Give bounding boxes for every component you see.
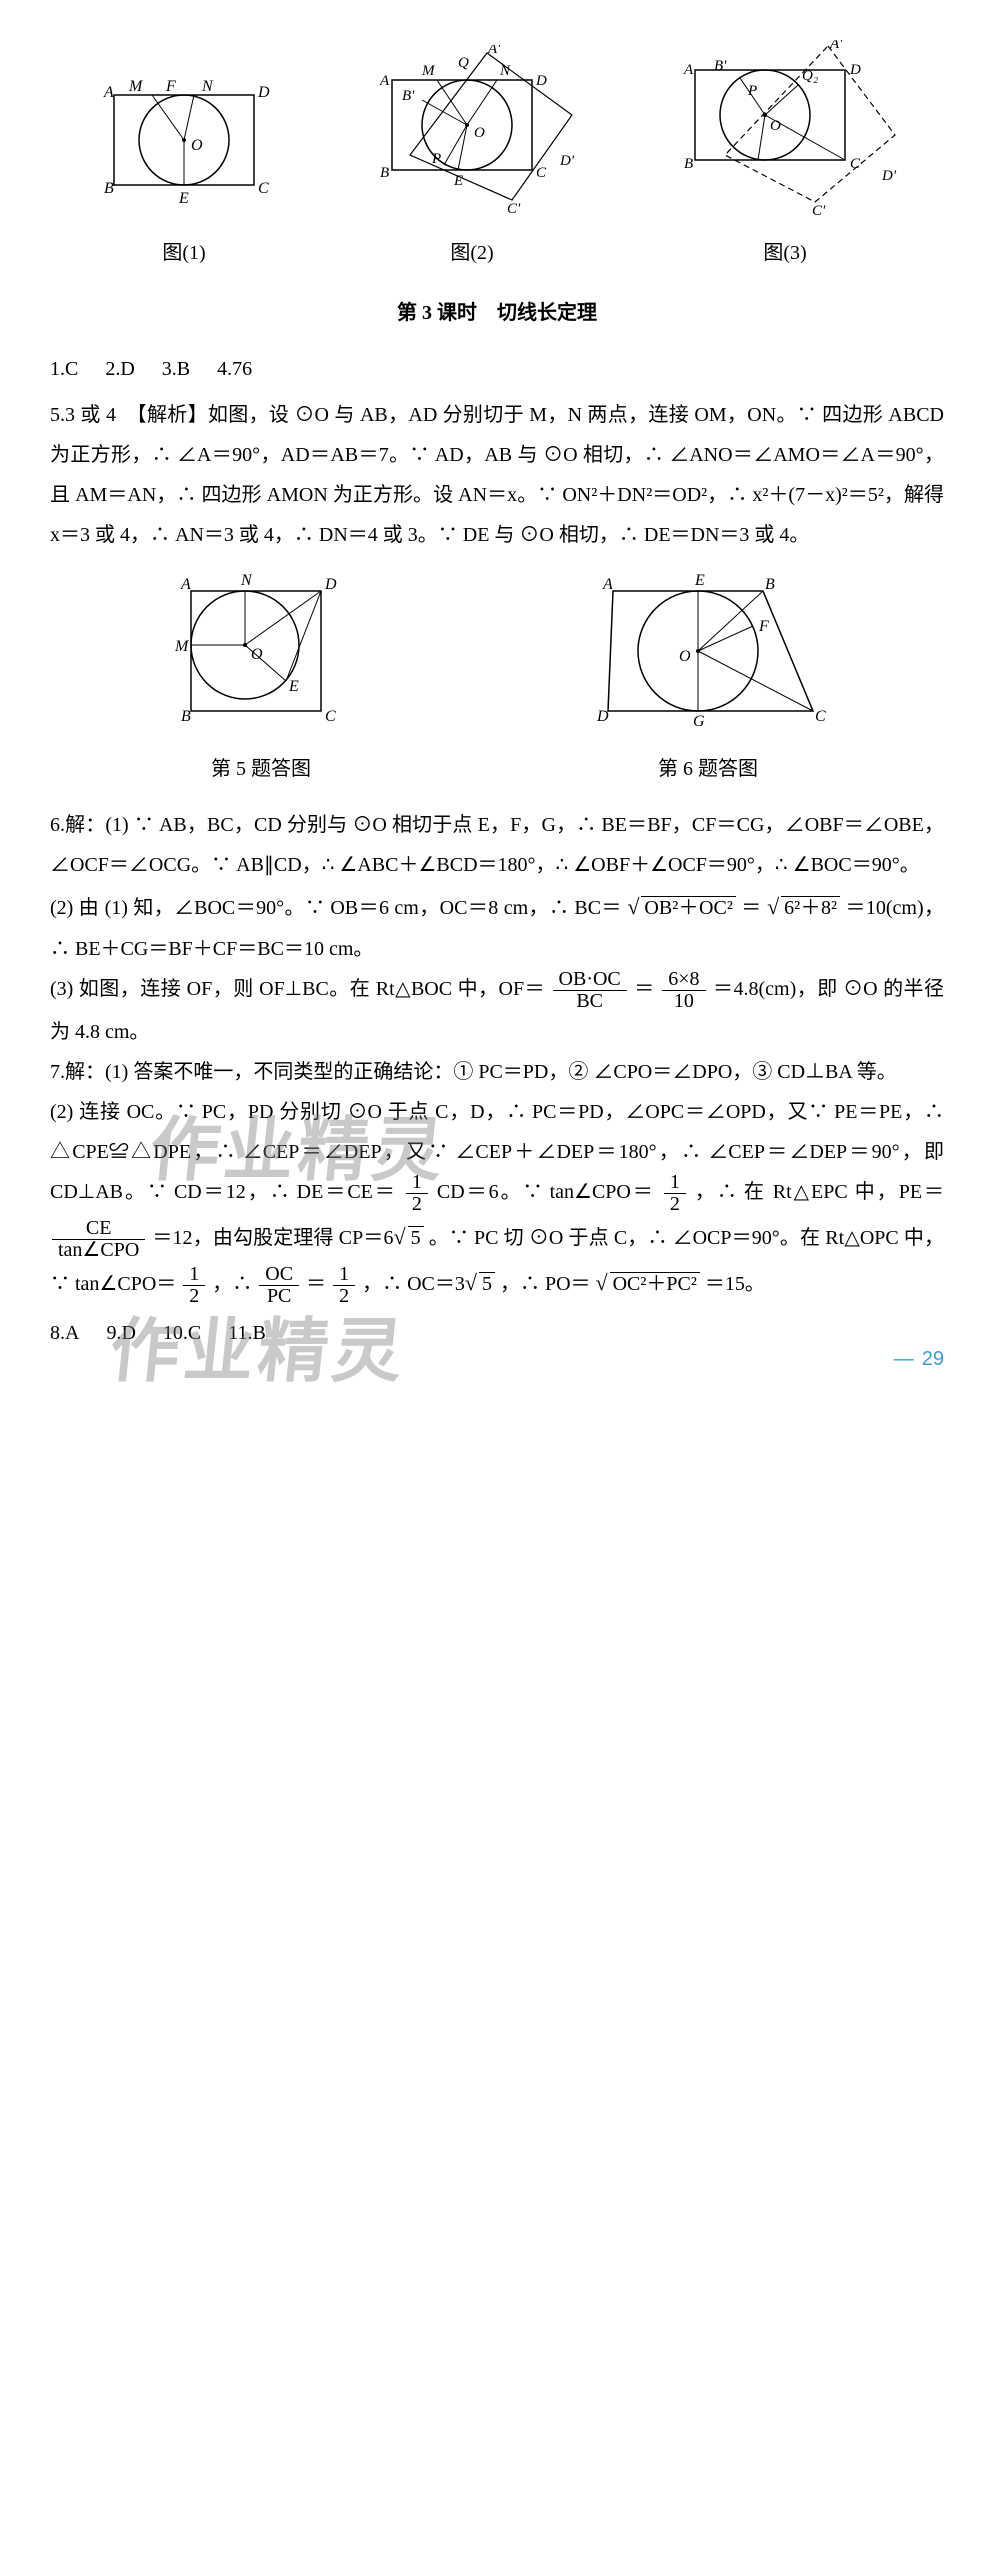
svg-text:D: D xyxy=(596,708,609,725)
svg-text:P: P xyxy=(747,83,757,99)
svg-text:E: E xyxy=(694,572,705,589)
svg-text:D': D' xyxy=(881,168,897,184)
svg-text:O: O xyxy=(679,648,691,665)
svg-text:C: C xyxy=(850,156,861,172)
q7-p1: 7.解：(1) 答案不唯一，不同类型的正确结论：① PC＝PD，② ∠CPO＝∠… xyxy=(50,1052,944,1092)
svg-text:C': C' xyxy=(507,201,521,215)
figure-6-svg: A B C D E F G O xyxy=(583,571,833,731)
svg-text:G: G xyxy=(693,713,705,730)
svg-text:O: O xyxy=(191,137,203,154)
svg-text:A: A xyxy=(602,576,613,593)
svg-text:A: A xyxy=(379,73,390,89)
q7-solution: 7.解：(1) 答案不唯一，不同类型的正确结论：① PC＝PD，② ∠CPO＝∠… xyxy=(50,1052,944,1307)
frac-oc-pc: OC PC xyxy=(257,1264,301,1307)
figure-2-label: 图(2) xyxy=(362,233,582,273)
svg-text:C: C xyxy=(258,180,269,197)
q5-solution: 5.3 或 4 【解析】如图，设 ⊙O 与 AB，AD 分别切于 M，N 两点，… xyxy=(50,395,944,555)
frac-6x8-10: 6×8 10 xyxy=(660,969,707,1012)
svg-text:C: C xyxy=(536,165,547,181)
figure-5-svg: A D B C N M O E xyxy=(161,571,361,731)
ans-9: 9.D xyxy=(106,1322,135,1344)
q6-p3: (3) 如图，连接 OF，则 OF⊥BC。在 Rt△BOC 中，OF＝ OB·O… xyxy=(50,969,944,1052)
svg-text:A': A' xyxy=(487,45,501,57)
answers-1-4: 1.C 2.D 3.B 4.76 xyxy=(50,349,944,389)
page-number: —29 xyxy=(894,1339,944,1379)
figure-2-svg: A D B C M N O E P Q A' B' C' D' xyxy=(362,45,582,215)
frac-half-4: 1 2 xyxy=(331,1264,357,1307)
q7-p2: (2) 连接 OC。∵ PC，PD 分别切 ⊙O 于点 C，D，∴ PC＝PD，… xyxy=(50,1092,944,1307)
svg-text:A': A' xyxy=(829,40,843,52)
svg-text:P: P xyxy=(431,151,441,167)
frac-ce-tan: CE tan∠CPO xyxy=(50,1218,147,1261)
svg-text:B: B xyxy=(104,180,114,197)
svg-text:D: D xyxy=(849,62,861,78)
ans-8: 8.A xyxy=(50,1322,79,1344)
svg-text:D: D xyxy=(324,576,337,593)
svg-text:C: C xyxy=(815,708,826,725)
ans-11: 11.B xyxy=(228,1322,266,1344)
svg-text:C: C xyxy=(325,708,336,725)
frac-half-1: 1 2 xyxy=(404,1172,430,1215)
figure-6: A B C D E F G O 第 6 题答图 xyxy=(583,571,833,789)
svg-text:F: F xyxy=(758,618,769,635)
svg-text:Q: Q xyxy=(458,55,469,71)
svg-text:N: N xyxy=(240,572,253,589)
ans-1: 1.C xyxy=(50,358,78,380)
mid-figures: A D B C N M O E 第 5 题答图 A B C D E F G xyxy=(50,571,944,789)
q6-p2: (2) 由 (1) 知，∠BOC＝90°。∵ OB＝6 cm，OC＝8 cm，∴… xyxy=(50,885,944,969)
svg-text:B: B xyxy=(181,708,191,725)
svg-text:B: B xyxy=(765,576,775,593)
svg-text:A: A xyxy=(103,84,114,101)
section-title: 第 3 课时 切线长定理 xyxy=(50,293,944,333)
figure-3-label: 图(3) xyxy=(670,233,900,273)
svg-text:E: E xyxy=(178,190,189,207)
svg-text:D: D xyxy=(257,84,270,101)
figure-1-svg: A D B C M F N O E xyxy=(94,65,274,215)
frac-half-3: 1 2 xyxy=(181,1264,207,1307)
ans-2: 2.D xyxy=(105,358,134,380)
answers-8-11: 8.A 9.D 10.C 11.B 作业精灵 xyxy=(50,1313,944,1353)
figure-6-label: 第 6 题答图 xyxy=(583,749,833,789)
frac-half-2: 1 2 xyxy=(662,1172,688,1215)
svg-text:M: M xyxy=(421,63,436,79)
q6-solution: 6.解：(1) ∵ AB，BC，CD 分别与 ⊙O 相切于点 E，F，G，∴ B… xyxy=(50,805,944,1052)
svg-text:Q₂: Q₂ xyxy=(802,68,818,84)
top-figures: A D B C M F N O E 图(1) A D B C M xyxy=(50,40,944,273)
q5-text: 5.3 或 4 【解析】如图，设 ⊙O 与 AB，AD 分别切于 M，N 两点，… xyxy=(50,395,944,555)
svg-text:N: N xyxy=(499,63,511,79)
svg-text:B: B xyxy=(684,156,693,172)
svg-text:A: A xyxy=(683,62,694,78)
frac-ob-oc-bc: OB·OC BC xyxy=(551,969,629,1012)
figure-1: A D B C M F N O E 图(1) xyxy=(94,65,274,273)
svg-text:D': D' xyxy=(559,153,575,169)
svg-text:B: B xyxy=(380,165,389,181)
svg-text:O: O xyxy=(474,125,485,141)
svg-text:D: D xyxy=(535,73,547,89)
svg-text:M: M xyxy=(128,78,144,95)
svg-text:N: N xyxy=(201,78,214,95)
figure-5-label: 第 5 题答图 xyxy=(161,749,361,789)
svg-text:F: F xyxy=(165,78,176,95)
figure-5: A D B C N M O E 第 5 题答图 xyxy=(161,571,361,789)
svg-text:O: O xyxy=(251,646,263,663)
svg-text:O: O xyxy=(770,118,781,134)
ans-3: 3.B xyxy=(162,358,190,380)
ans-10: 10.C xyxy=(163,1322,201,1344)
figure-3: A D B C O P Q₂ A' B' C' D' 图(3) xyxy=(670,40,900,273)
page-dash: — xyxy=(894,1348,914,1370)
q6-p1: 6.解：(1) ∵ AB，BC，CD 分别与 ⊙O 相切于点 E，F，G，∴ B… xyxy=(50,805,944,885)
svg-text:E: E xyxy=(453,173,463,189)
svg-text:B': B' xyxy=(402,88,415,104)
svg-text:B': B' xyxy=(714,58,727,74)
figure-3-svg: A D B C O P Q₂ A' B' C' D' xyxy=(670,40,900,215)
figure-1-label: 图(1) xyxy=(94,233,274,273)
svg-text:E: E xyxy=(288,678,299,695)
svg-text:C': C' xyxy=(812,203,826,215)
svg-text:M: M xyxy=(174,638,190,655)
ans-4: 4.76 xyxy=(217,358,252,380)
svg-text:A: A xyxy=(180,576,191,593)
figure-2: A D B C M N O E P Q A' B' C' D' 图(2) xyxy=(362,45,582,273)
